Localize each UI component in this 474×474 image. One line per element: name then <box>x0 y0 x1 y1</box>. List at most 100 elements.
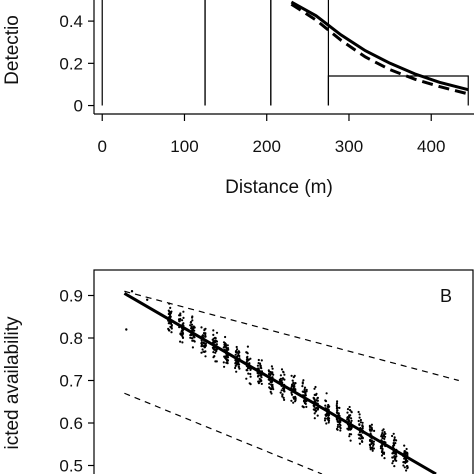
scatter-point <box>405 469 408 472</box>
scatter-point <box>402 464 405 467</box>
scatter-point <box>169 311 172 314</box>
scatter-point <box>350 427 353 431</box>
scatter-point <box>337 412 340 416</box>
scatter-point <box>381 447 384 450</box>
scatter-point <box>370 423 373 426</box>
scatter-point <box>325 414 328 417</box>
scatter-point <box>358 413 361 416</box>
scatter-point <box>235 345 238 349</box>
scatter-point <box>357 419 360 423</box>
scatter-point <box>380 444 383 447</box>
scatter-point <box>349 409 352 412</box>
scatter-point <box>371 447 374 450</box>
scatter-point <box>301 381 304 384</box>
scatter-point <box>391 434 394 438</box>
scatter-point <box>281 377 284 380</box>
scatter-point <box>336 409 339 412</box>
scatter-point <box>336 423 340 426</box>
scatter-point <box>316 397 319 400</box>
scatter-point <box>406 451 409 454</box>
scatter-point <box>384 435 387 438</box>
y-axis-title: icted availability <box>2 316 23 450</box>
scatter-point <box>349 439 352 442</box>
scatter-point <box>359 433 362 436</box>
scatter-point <box>305 405 308 408</box>
scatter-point <box>350 417 353 420</box>
scatter-point <box>280 389 283 392</box>
scatter-point <box>270 392 273 395</box>
scatter-point <box>314 385 317 389</box>
scatter-point <box>167 322 170 325</box>
scatter-point <box>301 405 304 408</box>
scatter-point <box>237 365 240 368</box>
scatter-point <box>169 312 172 316</box>
scatter-point <box>293 374 296 377</box>
scatter-point <box>394 459 397 462</box>
scatter-point <box>260 359 263 362</box>
scatter-point <box>191 315 194 318</box>
scatter-point <box>125 328 128 331</box>
scatter-point <box>393 465 396 468</box>
scatter-point <box>369 448 372 451</box>
scatter-point <box>325 392 328 395</box>
scatter-point <box>283 373 286 376</box>
scatter-point <box>369 444 372 447</box>
scatter-point <box>312 408 315 411</box>
plot-frame <box>93 269 474 474</box>
scatter-point <box>335 402 339 405</box>
scatter-point <box>371 449 374 452</box>
scatter-point <box>215 343 218 346</box>
scatter-point <box>170 331 173 334</box>
scatter-point <box>335 427 339 431</box>
histogram-bar <box>204 0 272 106</box>
scatter-point <box>280 379 283 382</box>
scatter-point <box>303 388 306 391</box>
histogram-bar <box>270 0 330 106</box>
scatter-point <box>358 416 361 419</box>
x-tick-label: 200 <box>253 137 281 156</box>
scatter-point <box>203 346 206 349</box>
scatter-point <box>257 374 260 377</box>
scatter-point <box>338 406 341 409</box>
scatter-point <box>190 327 193 330</box>
scatter-point <box>271 367 274 370</box>
scatter-point <box>189 334 192 337</box>
scatter-point <box>169 306 172 309</box>
scatter-point <box>383 433 386 436</box>
scatter-point <box>181 319 184 322</box>
scatter-point <box>292 397 295 400</box>
scatter-point <box>350 411 353 414</box>
scatter-point <box>270 381 273 384</box>
scatter-point <box>327 403 330 407</box>
scatter-point <box>346 411 349 414</box>
scatter-point <box>249 375 252 378</box>
scatter-point <box>370 440 373 443</box>
scatter-point <box>313 417 316 420</box>
scatter-point <box>360 440 364 443</box>
scatter-point <box>204 342 207 345</box>
scatter-point <box>193 329 196 332</box>
scatter-point <box>272 388 275 391</box>
scatter-point <box>327 421 330 424</box>
scatter-point <box>335 418 338 421</box>
scatter-point <box>392 443 395 446</box>
scatter-point <box>192 335 196 338</box>
scatter-point <box>191 319 194 322</box>
scatter-point <box>313 397 316 400</box>
scatter-point <box>189 324 192 327</box>
scatter-point <box>325 422 328 425</box>
scatter-point <box>290 399 293 402</box>
scatter-point <box>361 421 364 424</box>
panel-a-axes: 0 0.2 0.4 0 100 200 300 400 <box>59 0 474 156</box>
scatter-point <box>403 451 406 454</box>
scatter-point <box>281 395 284 398</box>
y-tick-label: 0.6 <box>59 414 83 433</box>
scatter-point <box>237 352 240 355</box>
scatter-point <box>370 429 373 432</box>
scatter-point <box>391 452 394 455</box>
scatter-point <box>405 447 408 451</box>
scatter-point <box>260 367 263 370</box>
scatter-point <box>361 425 364 428</box>
scatter-point <box>383 437 386 440</box>
scatter-point <box>283 398 286 401</box>
